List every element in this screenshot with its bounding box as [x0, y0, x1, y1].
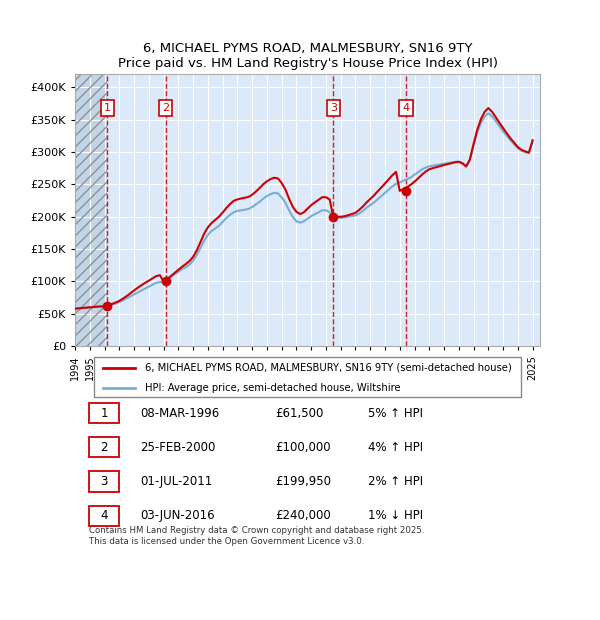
Text: 2: 2 [101, 441, 108, 454]
Text: 4: 4 [403, 104, 410, 113]
Text: 2% ↑ HPI: 2% ↑ HPI [368, 475, 423, 488]
Text: 2: 2 [162, 104, 169, 113]
Text: HPI: Average price, semi-detached house, Wiltshire: HPI: Average price, semi-detached house,… [145, 383, 400, 393]
Text: 6, MICHAEL PYMS ROAD, MALMESBURY, SN16 9TY (semi-detached house): 6, MICHAEL PYMS ROAD, MALMESBURY, SN16 9… [145, 363, 511, 373]
Text: 25-FEB-2000: 25-FEB-2000 [140, 441, 215, 454]
Text: 03-JUN-2016: 03-JUN-2016 [140, 509, 215, 522]
Text: 1: 1 [101, 407, 108, 420]
Title: 6, MICHAEL PYMS ROAD, MALMESBURY, SN16 9TY
Price paid vs. HM Land Registry's Hou: 6, MICHAEL PYMS ROAD, MALMESBURY, SN16 9… [118, 42, 497, 71]
Bar [75, 74, 107, 346]
Text: 5% ↑ HPI: 5% ↑ HPI [368, 407, 423, 420]
Text: £199,950: £199,950 [275, 475, 331, 488]
FancyBboxPatch shape [94, 357, 521, 397]
FancyBboxPatch shape [89, 437, 119, 458]
FancyBboxPatch shape [89, 403, 119, 423]
Text: Contains HM Land Registry data © Crown copyright and database right 2025.
This d: Contains HM Land Registry data © Crown c… [89, 526, 424, 546]
Text: 1% ↓ HPI: 1% ↓ HPI [368, 509, 423, 522]
Text: 3: 3 [330, 104, 337, 113]
Text: 1: 1 [104, 104, 111, 113]
Text: 4% ↑ HPI: 4% ↑ HPI [368, 441, 423, 454]
Text: 08-MAR-1996: 08-MAR-1996 [140, 407, 220, 420]
Text: 3: 3 [101, 475, 108, 488]
FancyBboxPatch shape [89, 471, 119, 492]
Text: 4: 4 [101, 509, 108, 522]
Text: 01-JUL-2011: 01-JUL-2011 [140, 475, 212, 488]
Text: £100,000: £100,000 [275, 441, 331, 454]
Text: £61,500: £61,500 [275, 407, 323, 420]
FancyBboxPatch shape [89, 505, 119, 526]
Text: £240,000: £240,000 [275, 509, 331, 522]
Bar [75, 74, 107, 346]
